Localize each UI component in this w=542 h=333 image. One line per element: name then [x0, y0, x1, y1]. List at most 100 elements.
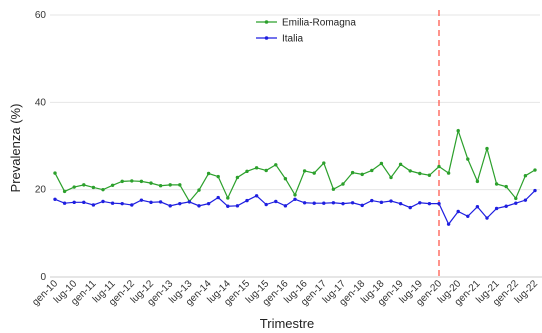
series-1-point-4: [91, 203, 96, 207]
series-0-point-39: [427, 173, 432, 177]
series-1-point-20: [245, 198, 249, 203]
series-0-point-9: [139, 179, 144, 184]
series-1-point-33: [370, 198, 374, 203]
series-0-point-50: [533, 168, 537, 172]
x-axis-title: Trimestre: [260, 316, 314, 331]
series-1-point-36: [398, 201, 403, 206]
series-0-point-12: [168, 183, 172, 187]
series-1-point-48: [514, 201, 518, 205]
series-0-point-1: [62, 189, 67, 194]
series-0-point-42: [456, 129, 460, 133]
series-1-point-47: [504, 204, 508, 208]
series-0-point-25: [293, 193, 297, 197]
series-0-point-21: [254, 166, 259, 170]
y-tick-label-40: 40: [35, 97, 47, 108]
series-0-point-41: [446, 171, 451, 175]
legend-marker-0: [264, 20, 269, 24]
series-0-point-47: [504, 184, 508, 189]
series-1-point-29: [331, 201, 336, 205]
series-0-point-34: [379, 161, 384, 166]
series-0-point-19: [235, 175, 240, 180]
series-1-point-5: [101, 199, 105, 204]
series-1-point-21: [254, 194, 259, 198]
series-0-point-26: [302, 169, 307, 173]
legend-marker-1: [264, 36, 269, 40]
series-0-point-5: [101, 187, 105, 192]
series-1-point-37: [408, 205, 412, 210]
series-1-point-34: [379, 200, 384, 205]
series-1-point-42: [456, 209, 460, 214]
series-0-point-11: [158, 184, 163, 188]
series-1-point-13: [178, 201, 182, 206]
series-1-point-23: [274, 199, 278, 204]
legend: Emilia-Romagna Italia: [256, 18, 356, 45]
series-1-point-26: [302, 201, 307, 205]
series-0-point-2: [72, 185, 76, 189]
series-1-point-39: [427, 201, 432, 206]
y-tick-label-60: 60: [35, 10, 47, 21]
series-0-point-28: [322, 161, 326, 165]
series-1-point-14: [187, 200, 192, 204]
series-1-point-0: [53, 197, 57, 201]
series-0-point-29: [331, 187, 336, 191]
series-1-point-46: [494, 206, 499, 211]
series-1-point-22: [264, 202, 268, 207]
series-0-point-32: [360, 172, 364, 177]
series-1-point-10: [149, 200, 153, 205]
series-0-point-40: [437, 164, 441, 169]
y-tick-label-20: 20: [35, 185, 47, 196]
series-0-point-8: [130, 179, 134, 183]
series-1-point-28: [322, 201, 326, 205]
y-axis-title: Prevalenza (%): [8, 104, 23, 193]
x-tick-labels: gen-10lug-10gen-11lug-11gen-12lug-12gen-…: [30, 278, 540, 308]
series-1-point-38: [418, 201, 422, 205]
series-0-point-18: [226, 196, 230, 200]
series-1-point-1: [62, 201, 67, 205]
series-1-point-2: [72, 200, 76, 205]
series-0-point-31: [350, 170, 355, 175]
series-0-point-27: [312, 171, 316, 175]
series-1-point-44: [475, 204, 480, 209]
series-1-point-50: [533, 188, 537, 193]
series-0-point-22: [264, 168, 268, 173]
series-0-point-13: [178, 183, 182, 187]
series-1-point-31: [350, 201, 355, 205]
series-0-point-49: [523, 173, 528, 178]
series-1-point-12: [168, 204, 172, 208]
series-0: [53, 128, 537, 204]
series-1-point-27: [312, 201, 316, 205]
series-1-point-45: [485, 216, 489, 220]
series-1-point-19: [235, 204, 240, 208]
y-tick-labels: 0 20 40 60: [35, 10, 47, 283]
series-1-point-25: [293, 197, 297, 201]
series-1-point-15: [197, 204, 201, 208]
series-1-point-35: [389, 199, 393, 203]
series-1-point-43: [466, 214, 470, 219]
series-1: [53, 188, 537, 226]
legend-label-0: Emilia-Romagna: [282, 18, 356, 29]
series-0-point-43: [466, 157, 470, 161]
series-1-point-11: [158, 200, 163, 204]
series-1-point-30: [341, 201, 345, 206]
series-0-point-38: [418, 171, 422, 176]
series-1-point-8: [130, 203, 134, 207]
series-1-point-24: [283, 204, 288, 208]
series-group: [53, 128, 537, 226]
series-0-point-0: [53, 171, 57, 175]
series-0-point-15: [197, 188, 201, 192]
series-1-point-7: [120, 201, 124, 206]
y-tick-label-0: 0: [40, 272, 46, 283]
series-0-point-6: [110, 183, 115, 187]
series-0-point-24: [283, 177, 288, 181]
legend-label-1: Italia: [282, 34, 304, 45]
series-1-point-9: [139, 198, 144, 202]
series-0-point-30: [341, 182, 345, 186]
series-0-point-23: [274, 163, 278, 167]
series-0-point-36: [398, 162, 403, 167]
series-0-point-35: [389, 175, 393, 180]
series-1-point-32: [360, 203, 364, 208]
series-1-point-49: [523, 198, 528, 202]
series-1-point-6: [110, 201, 115, 205]
series-0-point-45: [485, 146, 489, 151]
